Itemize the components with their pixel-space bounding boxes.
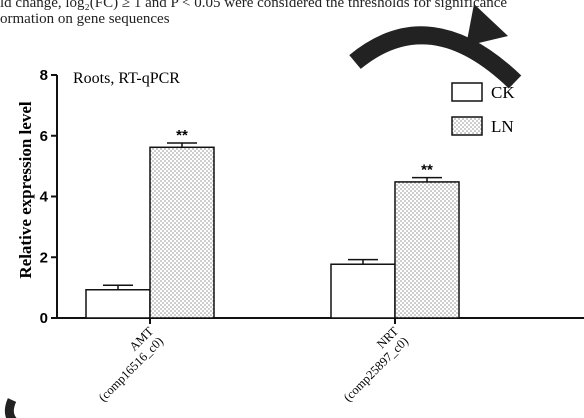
category-label-0: AMT(comp16516_c0)	[96, 324, 166, 404]
y-axis-title: Relative expression level	[16, 101, 35, 278]
chart-labels: AMT(comp16516_c0) NRT(comp25897_c0)	[96, 324, 411, 404]
significance-label-1: **	[421, 162, 433, 179]
chart-axes: 0 2 4 6 8	[40, 67, 584, 327]
legend-swatch-ln	[451, 116, 483, 136]
overlay-arc-top	[349, 26, 522, 89]
y-tick-label: 4	[40, 189, 49, 206]
bar-ln-0	[149, 146, 215, 319]
panel-label: Roots, RT-qPCR	[73, 70, 180, 87]
legend: CK LN	[451, 82, 515, 136]
bar-ln-1	[394, 181, 460, 319]
category-id: (comp25897_c0)	[341, 334, 411, 404]
caption-line-2: ormation on gene sequences	[0, 11, 170, 27]
y-tick-label: 8	[40, 67, 48, 84]
y-tick-label: 2	[40, 249, 48, 266]
y-tick-label: 6	[40, 128, 48, 145]
overlay-arrowhead	[466, 4, 508, 46]
legend-label-ln: LN	[491, 117, 514, 136]
chart-bars: ** **	[85, 127, 460, 319]
significance-label-0: **	[176, 127, 188, 144]
bar-ck-1	[330, 263, 396, 319]
legend-label-ck: CK	[491, 83, 515, 102]
caption-line-1: ld change, log₂(FC) ≥ 1 and P < 0.05 wer…	[0, 0, 508, 11]
overlay-arc-left	[4, 398, 17, 418]
category-label-1: NRT(comp25897_c0)	[341, 324, 411, 404]
bar-ck-0	[85, 289, 151, 319]
legend-swatch-ck	[451, 82, 483, 102]
y-tick-label: 0	[40, 310, 48, 327]
